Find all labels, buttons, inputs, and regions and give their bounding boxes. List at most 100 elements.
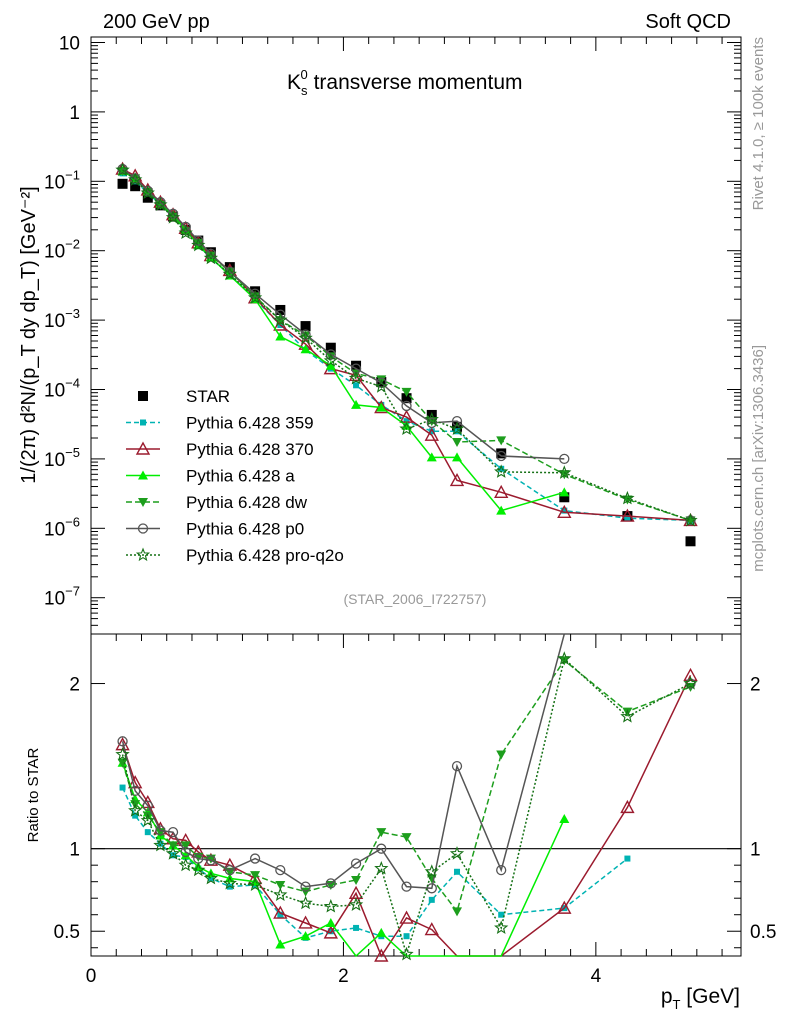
ratio-data-point [557,651,572,665]
ratio-data-point [494,920,509,935]
ratio-xtick-label: 0 [86,966,97,987]
legend-label: STAR [186,387,230,406]
data-point [374,379,389,393]
ratio-data-point [155,825,166,836]
ratio-data-point [620,799,635,814]
ratio-data-point [203,870,219,885]
data-point [115,162,130,177]
ratio-data-point [250,871,261,881]
legend-label: Pythia 6.428 p0 [186,520,304,539]
data-point [300,331,311,341]
data-point [561,507,568,514]
ratio-data-point [191,862,206,877]
ratio-data-point [683,675,698,690]
data-point [130,174,141,184]
ratio-data-point [249,853,261,864]
ratio-data-point [683,667,698,681]
data-point [275,331,286,341]
rivet-label: Rivet 4.1.0, ≥ 100k events [750,37,767,210]
data-point [275,309,286,320]
data-point [496,505,507,515]
main-plot-frame [90,36,742,635]
ratio-data-point [247,877,263,891]
main-ytick-label: 10−1 [44,167,80,193]
data-point [323,353,338,367]
ratio-data-point [127,775,143,789]
ratio-data-point [298,895,313,910]
data-point [351,399,362,409]
ratio-series-line [123,634,691,888]
legend-label: Pythia 6.428 370 [186,440,314,459]
ratio-data-point [454,868,461,875]
data-point [452,438,463,448]
ratio-data-point [424,864,439,878]
legend-entry: Pythia 6.428 p0 [126,520,304,539]
ratio-ticks: 0 2 4 0.5 0.5 1 1 2 2 [54,634,776,987]
legend-label: Pythia 6.428 359 [186,414,314,433]
ratio-data-point [428,896,435,903]
ratio-series-pythia-6-428-370 [115,667,698,962]
legend-entry: Pythia 6.428 a [126,467,295,486]
ratio-data-point [207,875,214,882]
data-point [205,251,216,261]
ratio-data-point [117,758,128,768]
data-point [399,421,414,436]
title-rest: transverse momentum [308,71,523,94]
ratio-data-point [624,855,631,862]
data-point [496,450,507,462]
tick-base: 10 [44,519,65,540]
data-point [325,352,336,362]
legend-entry: Pythia 6.428 dw [126,493,308,512]
data-point [353,382,360,389]
ratio-data-point [376,828,387,838]
main-ytick-label: 10−5 [44,445,80,471]
series-line [122,170,691,522]
legend-marker [138,498,148,507]
ratio-series-line [121,657,691,957]
main-ytick-label: 1 [69,103,80,124]
ratio-data-point [557,900,572,914]
ratio-data-point [224,867,235,877]
title-sup: 0 [301,67,308,82]
tick-exp: −7 [65,584,80,599]
data-point [273,312,288,327]
data-point [351,360,362,371]
ratio-data-point [300,881,311,892]
ratio-data-point [401,833,412,843]
x-axis-label: pT [GeV] [661,985,740,1012]
legend-marker [138,391,148,401]
xlabel-rest: [GeV] [680,985,740,1008]
ratio-data-point [117,736,128,747]
ratio-data-point [401,881,412,892]
main-ytick-label: 10−6 [44,514,80,540]
data-point [401,393,412,404]
ratio-data-point [353,924,360,931]
ratio-data-point [452,907,463,917]
ratio-xtick-label: 4 [591,966,602,987]
tick-base: 10 [44,242,65,263]
ratio-data-point [559,813,570,823]
ratio-data-point [451,760,463,772]
ratio-data-point [449,846,465,860]
ratio-data-point [273,887,288,902]
tick-base: 10 [44,381,65,402]
ratio-data-point [351,876,362,886]
main-series-group [115,161,698,547]
legend-marker [135,441,151,455]
ratio-data-point [277,911,284,918]
ratio-series-group [115,634,698,962]
ratio-data-point [348,897,364,911]
ratio-ylabel: Ratio to STAR [25,747,42,842]
ratio-data-point [620,709,635,723]
ratio-data-point [170,852,177,859]
data-point [325,360,336,370]
ratio-ytick-label: 0.5 [54,922,80,943]
ratio-data-point [323,925,338,939]
ratio-data-point [167,827,179,838]
data-point [624,515,631,522]
data-point [452,421,463,432]
ratio-data-point [115,747,130,761]
ratio-series-line [121,762,565,958]
header-left: 200 GeV pp [103,11,210,33]
